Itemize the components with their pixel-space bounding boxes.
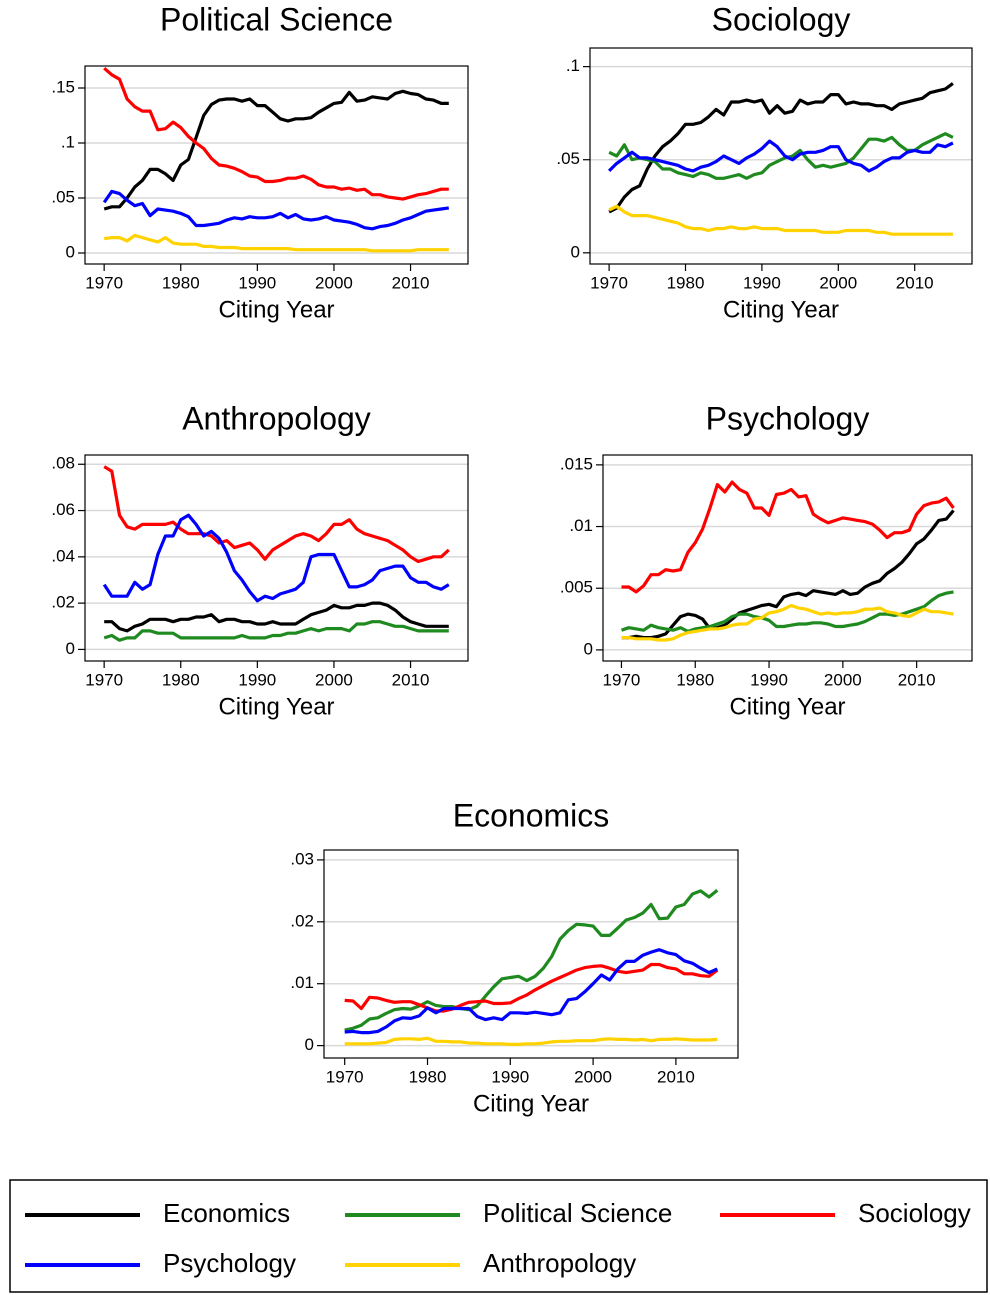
series-line	[104, 601, 449, 633]
series-line	[621, 603, 954, 642]
series-line	[103, 233, 449, 253]
y-tick-label: .015	[560, 454, 593, 473]
y-tick-label: .1	[61, 132, 75, 151]
series-line	[344, 888, 719, 1032]
x-axis-label: Citing Year	[218, 296, 334, 323]
legend-label: Psychology	[163, 1248, 296, 1278]
chart-title: Economics	[453, 797, 610, 833]
y-tick-label: .08	[51, 454, 75, 473]
y-tick-label: .1	[566, 56, 580, 75]
y-tick-label: .02	[51, 593, 75, 612]
x-tick-label: 1980	[676, 670, 714, 689]
y-tick-label: .02	[290, 911, 314, 930]
y-tick-label: .005	[560, 578, 593, 597]
series-line	[103, 66, 449, 201]
x-tick-label: 2000	[574, 1067, 612, 1086]
y-tick-label: 0	[584, 639, 593, 658]
series-line	[344, 1036, 718, 1047]
y-tick-label: .01	[290, 973, 314, 992]
x-tick-label: 2010	[392, 670, 430, 689]
series-line	[344, 948, 718, 1035]
x-tick-label: 2000	[824, 670, 862, 689]
series-line	[102, 513, 450, 603]
legend-box	[9, 1179, 988, 1293]
chart-title: Psychology	[706, 400, 870, 436]
x-tick-label: 2000	[315, 670, 353, 689]
x-tick-label: 2000	[315, 273, 353, 292]
series-line	[621, 480, 955, 594]
legend-label: Economics	[163, 1198, 290, 1228]
x-tick-label: 2000	[819, 273, 857, 292]
x-tick-label: 2010	[392, 273, 430, 292]
x-tick-label: 1980	[409, 1067, 447, 1086]
series-line	[102, 189, 450, 231]
chart-title: Sociology	[712, 1, 851, 37]
plot-frame	[323, 849, 739, 1059]
legend-label: Sociology	[858, 1198, 971, 1228]
chart-title: Political Science	[160, 1, 393, 37]
x-tick-label: 1990	[750, 670, 788, 689]
plot-frame	[84, 65, 469, 265]
y-tick-label: 0	[66, 242, 75, 261]
x-tick-label: 1990	[238, 273, 276, 292]
series-line	[607, 139, 954, 173]
x-tick-label: 1970	[590, 273, 628, 292]
x-tick-label: 1980	[162, 273, 200, 292]
y-tick-label: .03	[290, 849, 314, 868]
x-tick-label: 2010	[657, 1067, 695, 1086]
x-tick-label: 1970	[326, 1067, 364, 1086]
x-tick-label: 1970	[85, 670, 123, 689]
y-tick-label: 0	[305, 1035, 314, 1054]
x-tick-label: 1980	[667, 273, 705, 292]
x-axis-label: Citing Year	[473, 1090, 589, 1117]
x-tick-label: 1980	[162, 670, 200, 689]
series-line	[344, 962, 719, 1013]
series-line	[103, 620, 449, 642]
legend-label: Political Science	[483, 1198, 672, 1228]
y-tick-label: .04	[51, 546, 75, 565]
series-line	[103, 89, 449, 211]
series-line	[621, 509, 955, 640]
chart-title: Anthropology	[182, 400, 371, 436]
plot-frame	[589, 47, 973, 265]
plot-frame	[602, 454, 973, 662]
x-axis-label: Citing Year	[723, 296, 839, 323]
y-tick-label: .15	[51, 77, 75, 96]
x-tick-label: 1990	[238, 670, 276, 689]
plot-frame	[84, 454, 469, 662]
x-axis-label: Citing Year	[218, 693, 334, 720]
x-tick-label: 1990	[743, 273, 781, 292]
x-tick-label: 2010	[898, 670, 936, 689]
y-tick-label: .01	[569, 516, 593, 535]
x-axis-label: Citing Year	[729, 693, 845, 720]
series-line	[608, 204, 953, 236]
y-tick-label: .05	[556, 149, 580, 168]
series-line	[103, 465, 450, 564]
x-tick-label: 1970	[85, 273, 123, 292]
series-line	[608, 132, 954, 180]
x-tick-label: 1970	[603, 670, 641, 689]
legend-label: Anthropology	[483, 1248, 636, 1278]
y-tick-label: .06	[51, 500, 75, 519]
series-line	[608, 82, 954, 214]
y-tick-label: 0	[66, 639, 75, 658]
y-tick-label: 0	[571, 242, 580, 261]
x-tick-label: 2010	[896, 273, 934, 292]
x-tick-label: 1990	[491, 1067, 529, 1086]
y-tick-label: .05	[51, 187, 75, 206]
